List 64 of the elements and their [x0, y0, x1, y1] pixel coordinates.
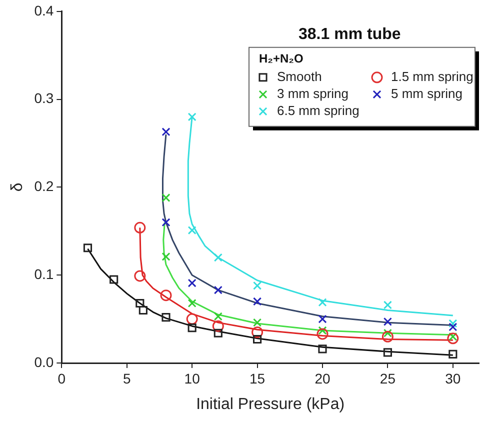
y-tick-label: 0.1 [34, 266, 54, 282]
point [448, 350, 458, 358]
legend-title: H₂+N₂O [259, 52, 304, 66]
point [253, 297, 262, 306]
y-tick-label: 0.4 [34, 2, 54, 18]
legend-label: 3 mm spring [277, 86, 349, 101]
point [214, 286, 222, 294]
point [316, 328, 328, 340]
point [136, 298, 144, 308]
point [162, 252, 170, 261]
point [162, 193, 170, 202]
y-axis-title: δ [9, 182, 26, 192]
x-tick-label: 20 [314, 370, 330, 386]
point [110, 275, 118, 284]
point [383, 328, 392, 338]
y-tick-label: 0.0 [34, 354, 54, 370]
point [448, 322, 458, 332]
point [212, 320, 224, 332]
point [383, 317, 392, 326]
point [383, 300, 392, 310]
x-tick-label: 25 [380, 370, 396, 386]
legend-label: Smooth [277, 68, 322, 84]
x-tick-label: 10 [184, 370, 200, 386]
point [318, 314, 327, 324]
point [162, 128, 170, 136]
point [318, 298, 327, 307]
point [447, 332, 459, 344]
point [83, 244, 92, 252]
x-tick-label: 0 [58, 370, 66, 386]
point [253, 318, 262, 327]
point [448, 332, 458, 341]
point [318, 326, 327, 335]
point [382, 330, 394, 342]
point [160, 290, 172, 302]
x-tick-label: 15 [250, 370, 266, 386]
legend-label: 1.5 mm spring [391, 68, 474, 84]
point [214, 312, 222, 321]
point [188, 112, 196, 122]
point [134, 270, 146, 282]
text: 38.1 mm tube [298, 26, 401, 43]
x-tick-label: 5 [122, 370, 131, 386]
point [188, 226, 196, 235]
point [188, 298, 196, 308]
legend-label: 5 mm spring [391, 86, 463, 101]
point [162, 218, 170, 227]
point [188, 278, 196, 288]
point [214, 328, 222, 338]
legend-label: 6.5 mm spring [277, 102, 360, 118]
point [253, 334, 262, 344]
x-tick-label: 30 [445, 370, 461, 386]
point [448, 319, 458, 328]
point [214, 253, 222, 262]
point [253, 281, 262, 290]
point [188, 324, 196, 332]
point [186, 313, 198, 325]
point [138, 306, 148, 315]
point [162, 313, 170, 322]
x-axis-title: Initial Pressure (kPa) [196, 396, 345, 413]
point [383, 348, 392, 357]
point [252, 326, 264, 338]
point [318, 344, 327, 354]
y-tick-label: 0.2 [34, 178, 54, 194]
point [134, 222, 146, 234]
y-tick-label: 0.3 [34, 90, 54, 106]
